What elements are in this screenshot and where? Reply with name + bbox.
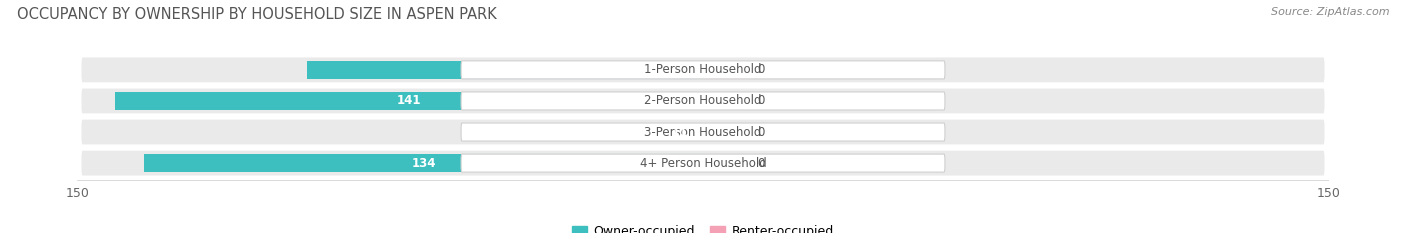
Bar xyxy=(115,92,703,110)
Legend: Owner-occupied, Renter-occupied: Owner-occupied, Renter-occupied xyxy=(568,220,838,233)
Text: 0: 0 xyxy=(758,126,765,139)
Text: 95: 95 xyxy=(496,63,513,76)
Text: 0: 0 xyxy=(758,157,765,170)
FancyBboxPatch shape xyxy=(82,120,1324,144)
Bar xyxy=(657,123,703,141)
Bar xyxy=(143,154,703,172)
FancyBboxPatch shape xyxy=(82,89,1324,113)
FancyBboxPatch shape xyxy=(461,123,945,141)
Text: 1-Person Household: 1-Person Household xyxy=(644,63,762,76)
Bar xyxy=(703,92,745,110)
Text: 3-Person Household: 3-Person Household xyxy=(644,126,762,139)
FancyBboxPatch shape xyxy=(461,154,945,172)
Bar xyxy=(703,123,745,141)
Text: 0: 0 xyxy=(758,94,765,107)
Text: 2-Person Household: 2-Person Household xyxy=(644,94,762,107)
Text: OCCUPANCY BY OWNERSHIP BY HOUSEHOLD SIZE IN ASPEN PARK: OCCUPANCY BY OWNERSHIP BY HOUSEHOLD SIZE… xyxy=(17,7,496,22)
Text: 4+ Person Household: 4+ Person Household xyxy=(640,157,766,170)
Text: 141: 141 xyxy=(396,94,422,107)
Text: Source: ZipAtlas.com: Source: ZipAtlas.com xyxy=(1271,7,1389,17)
Bar xyxy=(703,154,745,172)
FancyBboxPatch shape xyxy=(82,58,1324,82)
Text: 134: 134 xyxy=(412,157,436,170)
FancyBboxPatch shape xyxy=(82,151,1324,175)
Bar xyxy=(703,61,745,79)
Bar xyxy=(307,61,703,79)
Text: 11: 11 xyxy=(672,126,688,139)
FancyBboxPatch shape xyxy=(461,61,945,79)
FancyBboxPatch shape xyxy=(461,92,945,110)
Text: 0: 0 xyxy=(758,63,765,76)
